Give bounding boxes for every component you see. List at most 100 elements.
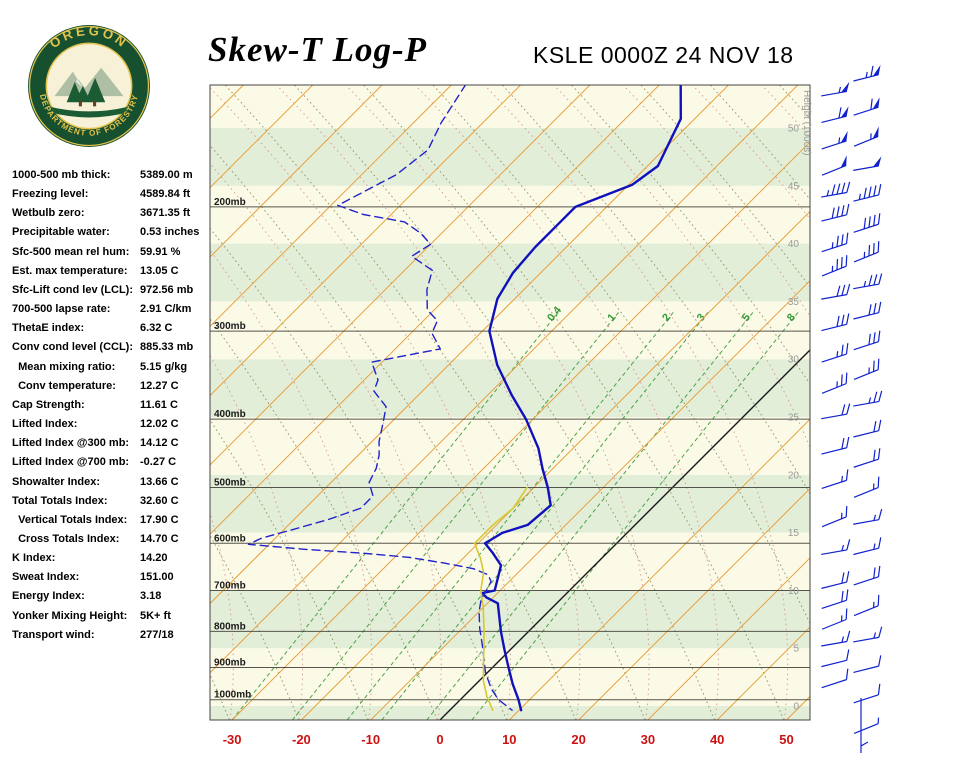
wind-barb-pennant <box>872 126 879 139</box>
wetbulb-trace <box>473 486 528 712</box>
wind-barb-feather <box>878 419 882 431</box>
stat-value: 277/18 <box>140 628 174 641</box>
height-bands-layer <box>210 85 810 720</box>
stat-label: Showalter Index: <box>12 475 101 488</box>
wind-barb-feather <box>845 668 849 680</box>
wind-barb-staff <box>821 214 847 222</box>
sounding-traces-layer <box>247 85 682 712</box>
wind-barb-feather <box>877 241 880 253</box>
wind-barb-staff <box>821 413 847 420</box>
stat-row: Vertical Totals Index: 17.90 C <box>12 511 210 530</box>
stat-label: ThetaE index: <box>12 322 85 335</box>
wind-barb-staff <box>853 547 879 556</box>
stat-value: 4589.84 ft <box>140 188 191 201</box>
stat-value: -0.27 C <box>140 456 177 469</box>
isotherm <box>210 85 244 120</box>
wind-barb-halffeather <box>836 351 839 358</box>
wind-barb-staff <box>853 165 879 171</box>
wind-barb-halffeather <box>868 397 872 404</box>
x-tick-label: 50 <box>779 732 793 747</box>
dewpoint-trace <box>247 85 513 711</box>
wind-barb-staff <box>853 251 879 263</box>
stat-label: Freezing level: <box>12 188 89 201</box>
stat-value: 59.91 % <box>140 245 181 258</box>
wind-barb-feather <box>873 274 878 286</box>
wind-barb-feather <box>873 185 877 197</box>
stat-label: Cross Totals Index: <box>12 532 120 545</box>
wind-barb-feather <box>877 448 881 460</box>
stat-value: 12.27 C <box>140 379 179 392</box>
isotherm <box>210 85 660 535</box>
pressure-label: 500mb <box>214 477 246 488</box>
wind-barb-feather <box>878 184 882 196</box>
wind-barb-pennant <box>840 130 848 143</box>
stat-row: Sfc-500 mean rel hum: 59.91 % <box>12 243 210 262</box>
wind-barb-feather <box>868 216 871 228</box>
station-datetime: KSLE 0000Z 24 NOV 18 <box>533 42 794 68</box>
stat-value: 0.53 inches <box>140 226 200 239</box>
wind-barb-staff <box>853 487 879 498</box>
wind-barb-pennant <box>840 81 850 93</box>
isotherm <box>231 141 810 720</box>
stat-value: 5K+ ft <box>140 609 171 622</box>
page-title: Skew-T Log-P <box>208 30 428 69</box>
wind-barb-staff <box>821 140 847 150</box>
wind-barb-feather <box>877 213 881 225</box>
odf-logo-svg: OREGON DEPARTMENT OF FORESTRY <box>28 23 150 147</box>
x-tick-label: 40 <box>710 732 724 747</box>
stat-row: Mean mixing ratio: 5.15 g/kg <box>12 358 210 377</box>
stat-row: ThetaE index: 6.32 C <box>12 319 210 338</box>
height-tick-label: 25 <box>788 413 800 424</box>
mixing-ratio-line <box>426 309 756 720</box>
isotherms-layer <box>210 85 810 720</box>
logo-mountains <box>54 67 124 97</box>
wind-barb-pennant <box>872 97 880 110</box>
dry-adiabat <box>709 85 810 201</box>
wind-barb-feather <box>877 476 880 488</box>
stat-value: 13.05 C <box>140 264 179 277</box>
stat-row: Cap Strength: 11.61 C <box>12 396 210 415</box>
stat-row: Lifted Index: 12.02 C <box>12 415 210 434</box>
wind-barb-feather <box>846 539 851 551</box>
moist-adiabat <box>831 85 960 720</box>
wind-barb-feather <box>845 589 849 601</box>
wind-barb-staff <box>821 549 847 556</box>
wind-barb-staff <box>821 659 847 668</box>
wind-barb-halffeather <box>873 632 877 639</box>
isotherm <box>210 85 729 605</box>
dry-adiabat <box>0 85 160 720</box>
wind-barb-feather <box>836 183 841 195</box>
stat-value: 3671.35 ft <box>140 207 191 220</box>
x-tick-label: -20 <box>292 732 311 747</box>
wind-barb-feather <box>877 565 881 577</box>
wind-barb-staff <box>821 243 847 253</box>
stat-label: Transport wind: <box>12 628 95 641</box>
wind-barb-feather <box>873 449 876 461</box>
wind-barb-feather <box>841 314 845 326</box>
stat-value: 151.00 <box>140 571 174 584</box>
wind-barb-pennant <box>840 155 847 168</box>
wind-barb-staff <box>821 679 847 689</box>
stat-label: Precipitable water: <box>12 226 110 239</box>
wind-barb-staff <box>821 447 847 455</box>
wind-barb-feather <box>846 181 851 193</box>
stat-row: Precipitable water: 0.53 inches <box>12 223 210 242</box>
isotherm <box>210 85 591 466</box>
wind-barb-feather <box>845 255 848 267</box>
wind-barb-feather <box>878 508 883 520</box>
stat-row: Sfc-Lift cond lev (LCL): 972.56 mb <box>12 281 210 300</box>
wind-barb-feather <box>840 374 843 386</box>
pressure-grid-layer <box>210 206 810 701</box>
odf-logo: OREGON DEPARTMENT OF FORESTRY <box>26 23 152 149</box>
wind-barb-staff <box>853 400 879 407</box>
sounding-indices-panel: 1000-500 mb thick: 5389.00 m Freezing leve… <box>12 166 210 645</box>
wind-barb-staff <box>821 383 847 394</box>
stat-label: Yonker Mixing Height: <box>12 609 128 622</box>
wind-barb-feather <box>872 243 875 255</box>
isotherm <box>508 418 810 720</box>
wind-barb-staff <box>821 294 847 300</box>
wind-barb-feather <box>836 258 839 270</box>
wind-barb-halffeather <box>841 544 845 551</box>
stat-label: Vertical Totals Index: <box>12 513 128 526</box>
height-tick-label: 35 <box>788 297 800 308</box>
